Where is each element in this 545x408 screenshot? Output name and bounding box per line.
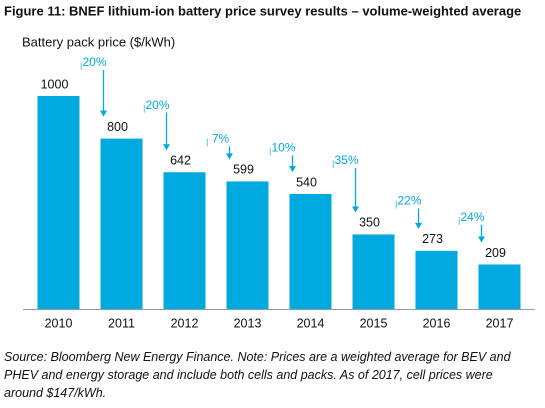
x-tick-label: 2012 <box>171 316 199 330</box>
change-label-bg <box>333 153 360 168</box>
value-label: 540 <box>296 175 317 189</box>
change-label-bg <box>144 98 171 113</box>
arrow-head <box>352 206 359 213</box>
x-tick-label: 2013 <box>234 316 262 330</box>
x-tick-label: 2014 <box>297 316 325 330</box>
arrow-head <box>226 153 233 160</box>
arrow-head <box>100 110 107 117</box>
bar <box>226 181 269 309</box>
x-tick-label: 2016 <box>423 316 451 330</box>
arrow-head <box>289 165 296 172</box>
change-label: 22% <box>397 194 421 208</box>
change-label-bg <box>207 132 234 147</box>
bar <box>37 96 80 309</box>
change-label: 20% <box>145 98 169 112</box>
chart: Figure 11: BNEF lithium-ion battery pric… <box>4 3 535 330</box>
value-label: 599 <box>233 163 254 177</box>
arrow-head <box>163 144 170 151</box>
arrow-head <box>478 236 485 243</box>
change-label: 24% <box>460 210 484 224</box>
bar <box>478 264 521 309</box>
change-label-bg <box>81 56 108 70</box>
arrow-head <box>415 222 422 229</box>
bar <box>100 138 143 309</box>
bar <box>415 250 458 309</box>
change-arrow <box>80 62 105 112</box>
chart-title: Figure 11: BNEF lithium-ion battery pric… <box>4 3 521 18</box>
value-label: 800 <box>107 120 128 134</box>
bar <box>163 172 206 309</box>
change-label: 7% <box>212 131 230 145</box>
value-label: 273 <box>422 232 443 246</box>
change-label: 20% <box>82 55 106 69</box>
y-axis-label: Battery pack price ($/kWh) <box>22 34 175 49</box>
value-label: 642 <box>170 154 191 168</box>
value-label: 350 <box>359 216 380 230</box>
bar <box>289 193 332 309</box>
bar <box>352 234 395 309</box>
source-note: Source: Bloomberg New Energy Finance. No… <box>4 350 511 400</box>
x-tick-label: 2015 <box>360 316 388 330</box>
x-tick-label: 2011 <box>108 316 135 330</box>
change-label-bg <box>396 194 423 209</box>
change-label: 10% <box>271 141 295 155</box>
x-tick-label: 2010 <box>45 316 73 330</box>
change-label-bg <box>459 210 486 225</box>
value-label: 209 <box>485 246 506 260</box>
x-tick-label: 2017 <box>486 316 514 330</box>
change-label: 35% <box>334 153 358 167</box>
value-label: 1000 <box>41 77 69 91</box>
change-label-bg <box>270 141 297 156</box>
